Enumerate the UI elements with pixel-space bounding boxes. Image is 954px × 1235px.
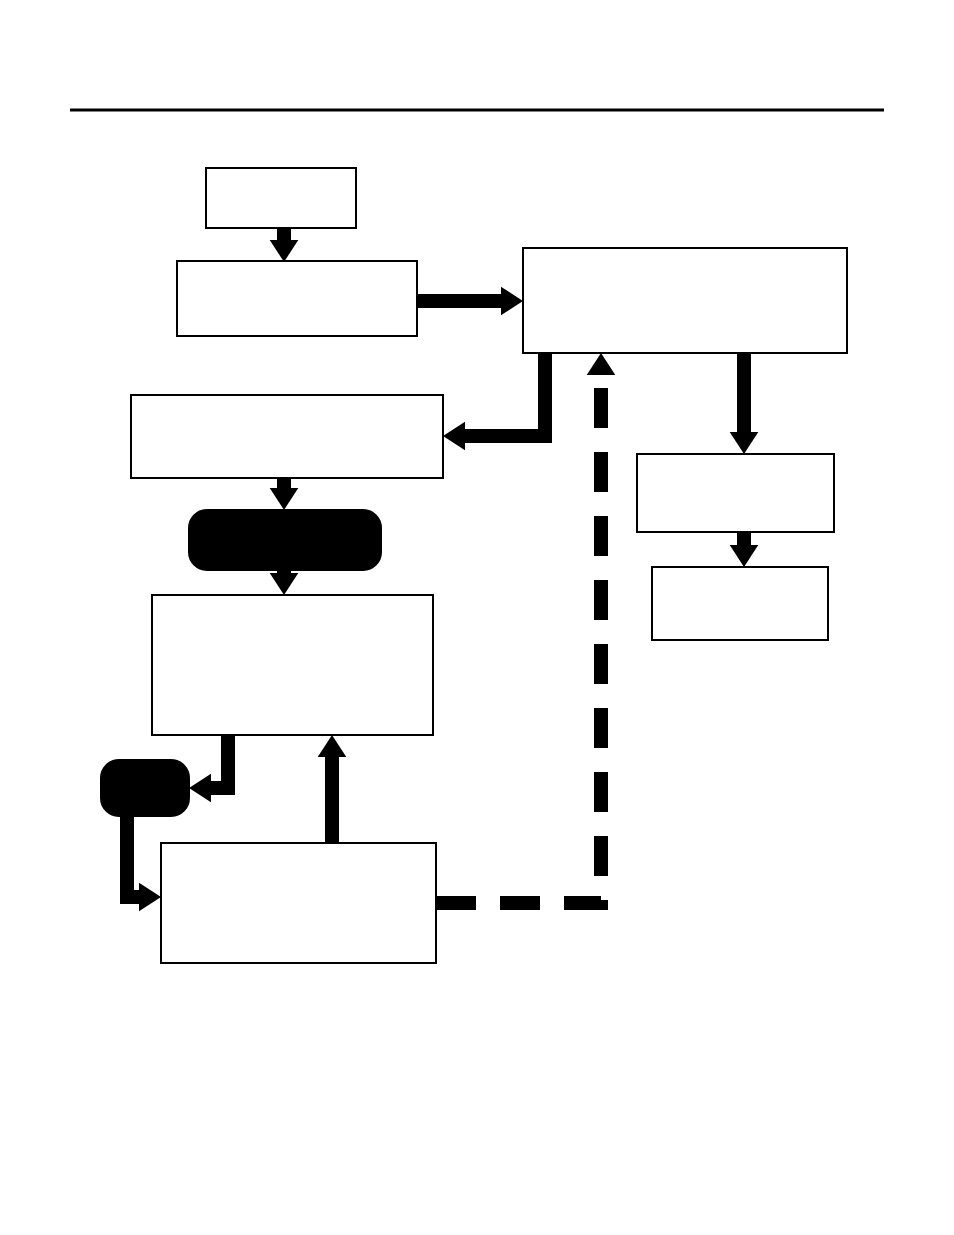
flowchart-node [206,168,356,228]
flowchart-node [131,395,443,478]
flowchart-node [189,510,381,570]
flowchart-node [101,760,189,816]
flowchart-diagram [0,0,954,1235]
flowchart-node [161,843,436,963]
flowchart-node [523,248,847,353]
flowchart-node [177,261,417,336]
flowchart-node [637,454,834,532]
flowchart-node [652,567,828,640]
flowchart-node [152,595,433,735]
